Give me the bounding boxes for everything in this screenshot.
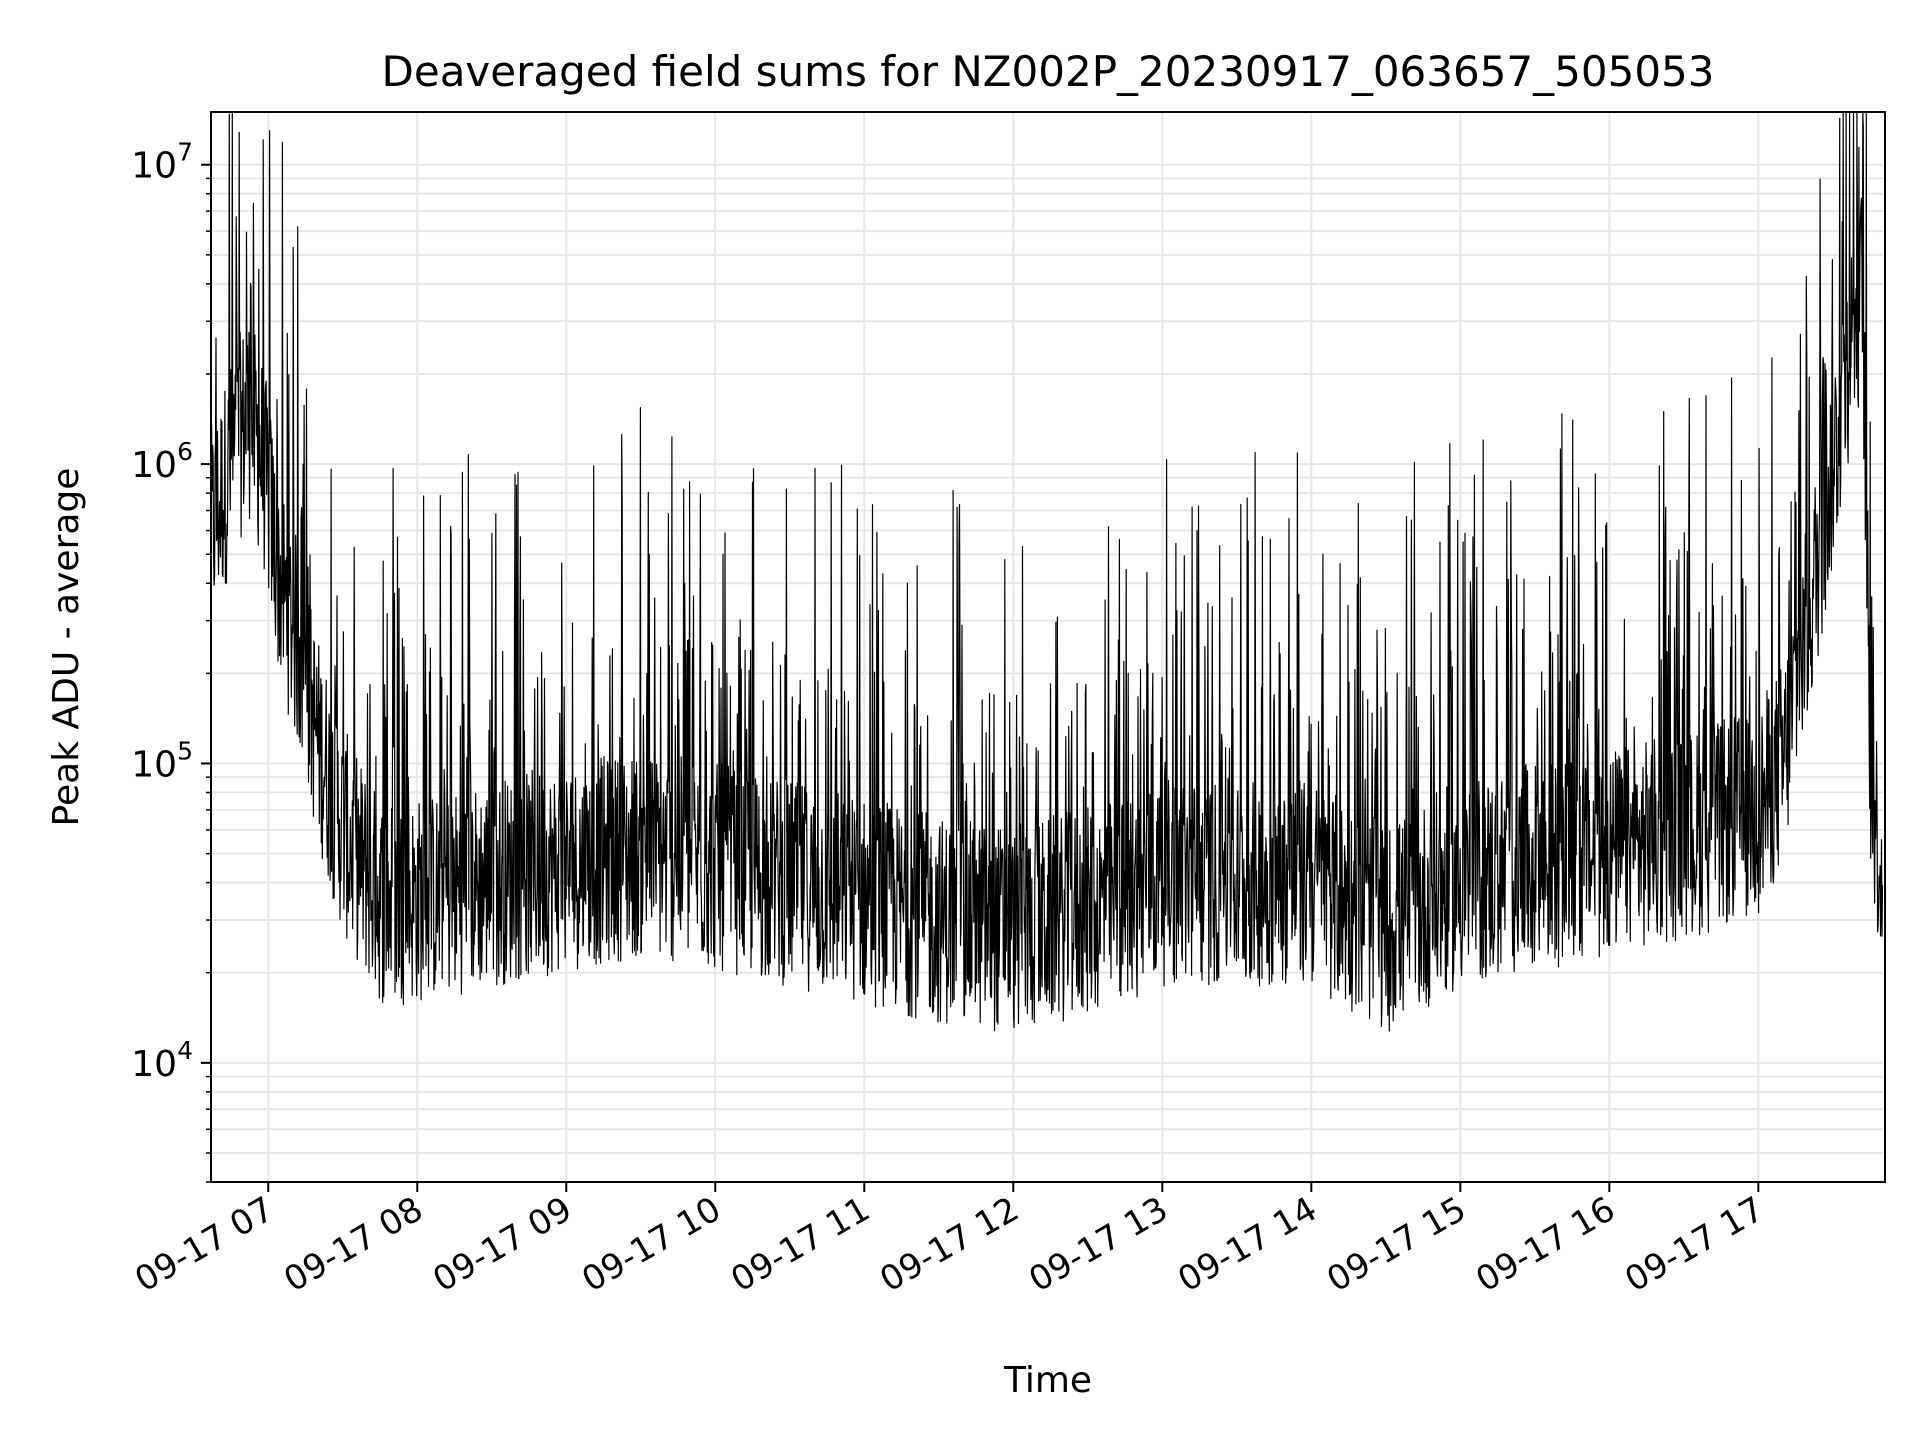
y-axis-label: Peak ADU - average [46, 468, 87, 827]
y-tick-label: 107 [131, 138, 193, 187]
data-layer [210, 111, 1884, 1032]
plot-frame [210, 111, 1886, 1183]
y-tick-label: 105 [131, 736, 193, 785]
chart-title: Deaveraged field sums for NZ002P_2023091… [382, 47, 1715, 96]
series-line [210, 111, 1884, 1032]
x-axis-label: Time [1003, 1360, 1092, 1401]
y-tick-label: 106 [131, 437, 193, 486]
y-tick-label: 104 [131, 1036, 193, 1085]
